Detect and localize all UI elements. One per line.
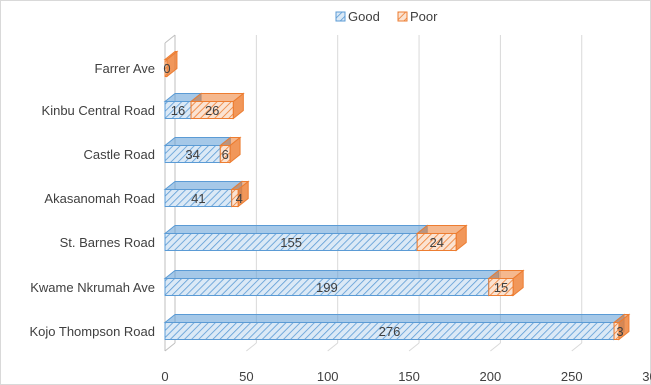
gridline-floor bbox=[246, 342, 257, 352]
data-label-good: 16 bbox=[171, 103, 185, 118]
bar-poor-side bbox=[512, 269, 524, 297]
labels: Farrer Ave 0 Kinbu Central Road 16 26 Castle … bbox=[29, 61, 623, 339]
axis-wall-top bbox=[164, 34, 176, 44]
data-label-poor: 4 bbox=[236, 191, 243, 206]
bar-poor-side bbox=[455, 224, 467, 252]
data-label-poor: 15 bbox=[494, 280, 508, 295]
legend-swatch bbox=[335, 11, 346, 22]
bars bbox=[163, 50, 631, 341]
data-label-good: 155 bbox=[280, 235, 302, 250]
x-tick-label: 0 bbox=[161, 369, 168, 384]
axis: 050100150200250300 bbox=[161, 34, 651, 384]
category-label: Akasanomah Road bbox=[44, 191, 155, 206]
data-label-good: 276 bbox=[379, 324, 401, 339]
x-tick-label: 100 bbox=[317, 369, 339, 384]
bar-good-top bbox=[163, 137, 232, 146]
gridlines bbox=[246, 35, 583, 352]
legend-swatch bbox=[397, 11, 408, 22]
bar-good-top bbox=[163, 181, 244, 190]
x-tick-label: 50 bbox=[239, 369, 253, 384]
legend: Good Poor bbox=[335, 9, 438, 24]
data-label-poor: 26 bbox=[205, 103, 219, 118]
legend-label: Good bbox=[348, 9, 380, 24]
category-label: Castle Road bbox=[83, 147, 155, 162]
data-label-poor: 0 bbox=[163, 61, 170, 76]
x-tick-label: 300 bbox=[642, 369, 651, 384]
bar-good-top bbox=[163, 270, 501, 279]
category-label: Kojo Thompson Road bbox=[29, 324, 155, 339]
category-label: Kinbu Central Road bbox=[42, 103, 155, 118]
category-label: Farrer Ave bbox=[95, 61, 155, 76]
data-label-poor: 24 bbox=[429, 235, 443, 250]
axis-wall-bottom bbox=[164, 342, 176, 352]
data-label-good: 41 bbox=[191, 191, 205, 206]
data-label-good: 34 bbox=[185, 147, 199, 162]
x-tick-label: 250 bbox=[561, 369, 583, 384]
x-tick-label: 200 bbox=[480, 369, 502, 384]
bar-poor-side bbox=[229, 136, 241, 164]
legend-label: Poor bbox=[410, 9, 438, 24]
data-label-poor: 6 bbox=[222, 147, 229, 162]
bar-poor-side bbox=[166, 50, 178, 78]
bar-good-top bbox=[163, 314, 626, 323]
bar-poor-side bbox=[618, 313, 630, 341]
category-label: Kwame Nkrumah Ave bbox=[30, 280, 155, 295]
gridline-floor bbox=[408, 342, 420, 352]
gridline-floor bbox=[327, 342, 339, 352]
category-label: St. Barnes Road bbox=[60, 235, 155, 250]
bar-poor-side bbox=[237, 180, 249, 208]
x-tick-label: 150 bbox=[398, 369, 420, 384]
gridline-floor bbox=[571, 342, 583, 352]
data-label-good: 199 bbox=[316, 280, 338, 295]
bar-good-top bbox=[163, 225, 429, 234]
data-label-poor: 3 bbox=[616, 324, 623, 339]
bar-poor-side bbox=[232, 92, 244, 120]
gridline-floor bbox=[490, 342, 501, 352]
